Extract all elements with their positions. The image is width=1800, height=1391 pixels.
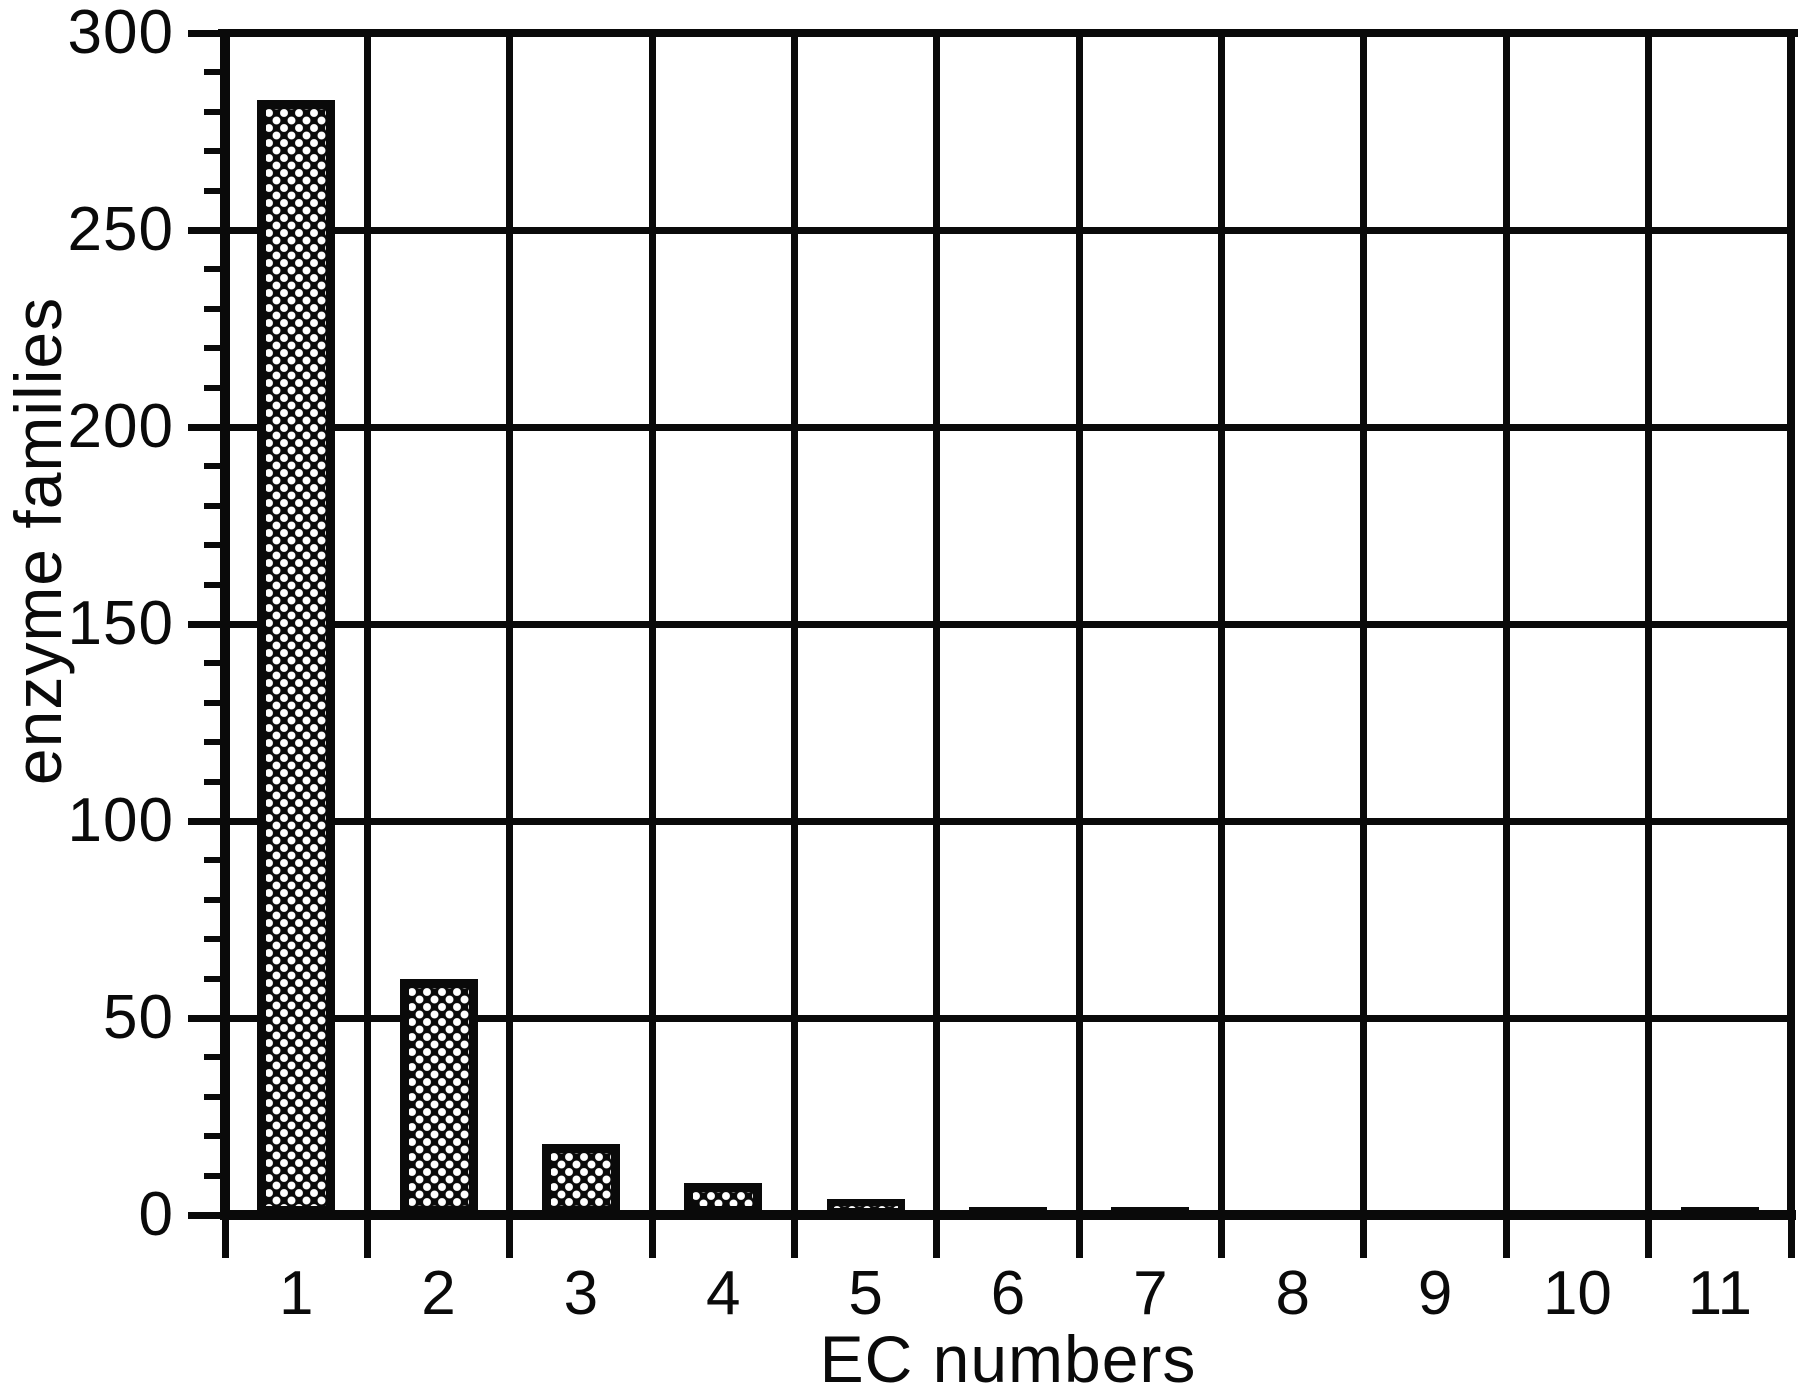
y-minor-tick	[204, 660, 220, 667]
h-gridline	[225, 226, 1791, 234]
y-tick-label: 300	[67, 0, 174, 67]
x-tick	[1075, 1220, 1083, 1258]
y-minor-tick	[204, 975, 220, 982]
y-minor-tick	[204, 581, 220, 588]
h-gridline	[225, 817, 1791, 825]
y-major-tick	[188, 226, 220, 234]
x-tick-label: 8	[1275, 1259, 1310, 1328]
v-gridline	[1502, 33, 1510, 1215]
y-minor-tick	[204, 108, 220, 115]
y-minor-tick	[204, 857, 220, 864]
x-axis-title: EC numbers	[819, 1322, 1197, 1391]
y-minor-tick	[204, 896, 220, 903]
bar	[541, 1144, 620, 1215]
y-minor-tick	[204, 1133, 220, 1140]
h-gridline	[225, 1014, 1791, 1022]
v-gridline	[648, 33, 656, 1215]
y-minor-tick	[204, 345, 220, 352]
h-gridline	[225, 423, 1791, 431]
v-gridline	[790, 33, 798, 1215]
y-minor-tick	[204, 502, 220, 509]
y-major-tick	[188, 817, 220, 825]
y-minor-tick	[204, 1172, 220, 1179]
x-tick-label: 2	[421, 1259, 456, 1328]
x-axis-line	[220, 1210, 1796, 1220]
y-minor-tick	[204, 739, 220, 746]
v-gridline	[1075, 33, 1083, 1215]
h-gridline	[225, 620, 1791, 628]
x-tick	[221, 1220, 229, 1258]
v-gridline	[506, 33, 514, 1215]
x-tick	[506, 1220, 514, 1258]
y-minor-tick	[204, 69, 220, 76]
bar	[399, 978, 478, 1215]
y-major-tick	[188, 1014, 220, 1022]
x-tick	[363, 1220, 371, 1258]
y-minor-tick	[204, 1054, 220, 1061]
x-tick	[790, 1220, 798, 1258]
y-tick-label: 150	[67, 589, 174, 658]
bar	[257, 99, 336, 1215]
v-gridline	[933, 33, 941, 1215]
y-minor-tick	[204, 542, 220, 549]
y-minor-tick	[204, 305, 220, 312]
v-gridline	[363, 33, 371, 1215]
x-tick-label: 11	[1687, 1259, 1752, 1328]
x-tick	[1502, 1220, 1510, 1258]
v-gridline	[1218, 33, 1226, 1215]
x-tick-label: 6	[990, 1259, 1026, 1328]
v-gridline	[1360, 33, 1368, 1215]
x-tick	[1787, 1220, 1795, 1258]
y-tick-label: 250	[67, 195, 174, 264]
x-tick-label: 3	[563, 1259, 599, 1328]
y-tick-label: 200	[67, 392, 174, 461]
plot-top-frame	[218, 29, 1798, 37]
x-tick-label: 1	[278, 1259, 314, 1328]
v-gridline	[1645, 33, 1653, 1215]
x-tick-label: 4	[706, 1259, 741, 1328]
y-tick-label: 50	[103, 983, 174, 1052]
plot-right-frame	[1787, 29, 1795, 1219]
y-minor-tick	[204, 148, 220, 155]
x-tick-label: 5	[848, 1259, 883, 1328]
y-major-tick	[188, 423, 220, 431]
y-minor-tick	[204, 187, 220, 194]
y-minor-tick	[204, 1093, 220, 1100]
x-tick	[648, 1220, 656, 1258]
y-minor-tick	[204, 266, 220, 273]
x-tick-label: 7	[1133, 1259, 1168, 1328]
x-tick	[1645, 1220, 1653, 1258]
y-major-tick	[188, 29, 220, 37]
y-minor-tick	[204, 778, 220, 785]
y-minor-tick	[204, 699, 220, 706]
x-tick-label: 9	[1417, 1259, 1453, 1328]
x-tick	[1218, 1220, 1226, 1258]
x-tick	[933, 1220, 941, 1258]
y-major-tick	[188, 1211, 220, 1219]
x-tick-label: 10	[1542, 1259, 1612, 1328]
y-minor-tick	[204, 384, 220, 391]
y-tick-label: 100	[67, 786, 174, 855]
x-tick	[1360, 1220, 1368, 1258]
y-minor-tick	[204, 463, 220, 470]
y-minor-tick	[204, 936, 220, 943]
y-major-tick	[188, 620, 220, 628]
y-axis-line	[220, 29, 230, 1219]
y-tick-label: 0	[138, 1180, 174, 1249]
